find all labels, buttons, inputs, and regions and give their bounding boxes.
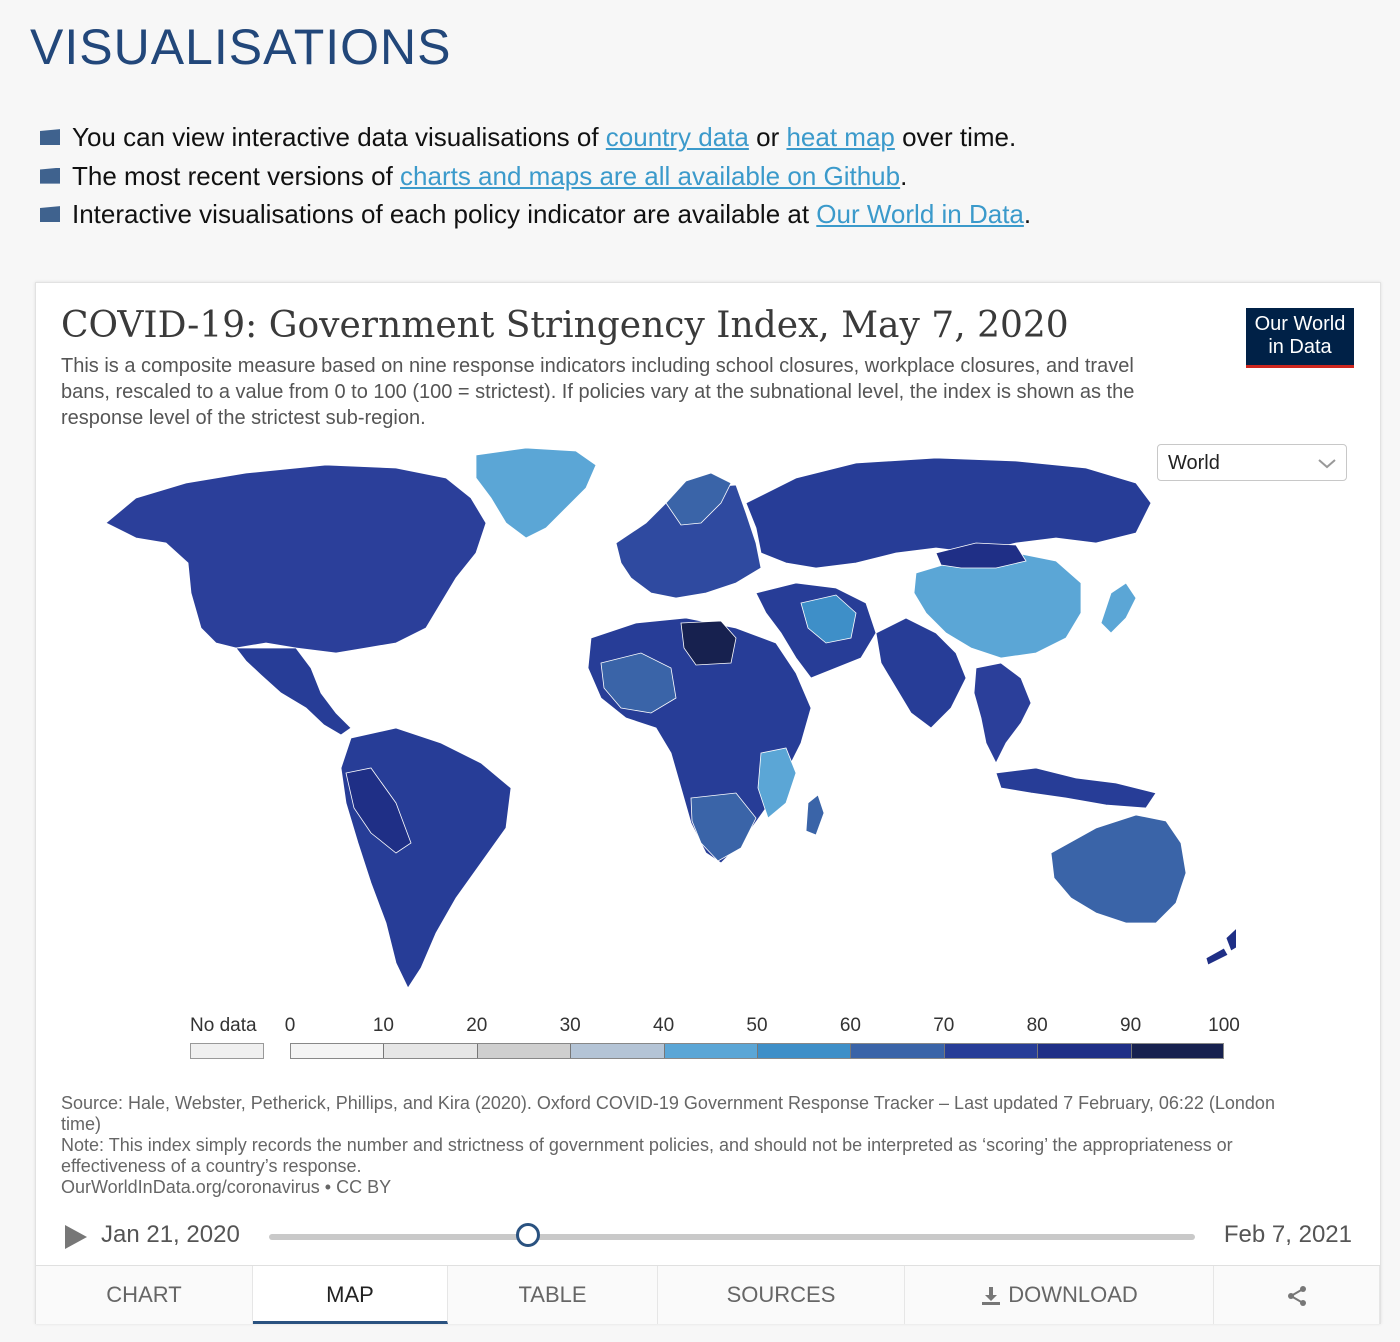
color-legend: No data 0 10 20 30 40 50 60 70 80 90 100 (190, 1013, 1240, 1063)
legend-tick-label: 40 (653, 1015, 675, 1036)
our-world-in-data-link[interactable]: Our World in Data (816, 199, 1024, 229)
bullet-icon (40, 129, 60, 146)
chart-footer: Source: Hale, Webster, Petherick, Philli… (61, 1093, 1301, 1198)
legend-tick-label: 90 (1120, 1015, 1142, 1036)
region-south-america[interactable] (340, 727, 512, 989)
region-russia[interactable] (745, 457, 1152, 569)
region-scandinavia[interactable] (665, 472, 732, 526)
region-select[interactable]: World (1157, 444, 1347, 481)
legend-no-data-swatch (190, 1043, 264, 1059)
intro-item: The most recent versions of charts and m… (40, 157, 1031, 196)
legend-swatch (943, 1043, 1038, 1059)
tab-share[interactable] (1214, 1266, 1380, 1324)
note-text: Note: This index simply records the numb… (61, 1135, 1233, 1176)
timeline: Jan 21, 2020 Feb 7, 2021 (36, 1213, 1380, 1258)
legend-tick-label: 100 (1208, 1015, 1240, 1036)
chevron-down-icon (1318, 459, 1336, 469)
legend-swatch (757, 1043, 851, 1059)
region-andes[interactable] (345, 767, 412, 854)
region-east-africa[interactable] (757, 747, 797, 819)
intro-item: Interactive visualisations of each polic… (40, 195, 1031, 234)
region-libya[interactable] (680, 620, 737, 666)
timeline-end-date: Feb 7, 2021 (1223, 1221, 1352, 1248)
github-link[interactable]: charts and maps are all available on Git… (400, 160, 901, 191)
intro-item: You can view interactive data visualisat… (40, 118, 1031, 157)
region-north-america[interactable] (105, 464, 487, 654)
legend-tick-label: 80 (1026, 1015, 1048, 1036)
bullet-icon (40, 206, 60, 223)
owid-logo[interactable]: Our World in Data (1246, 308, 1354, 368)
legend-swatch (1130, 1043, 1224, 1059)
page-heading: VISUALISATIONS (30, 19, 452, 75)
intro-text: or (748, 122, 787, 152)
timeline-start-date: Jan 21, 2020 (101, 1221, 240, 1248)
legend-swatch (383, 1043, 477, 1059)
legend-tick-label: 30 (559, 1015, 581, 1036)
country-data-link[interactable]: country data (605, 122, 749, 152)
download-icon (982, 1287, 1001, 1306)
tab-table[interactable]: TABLE (448, 1266, 658, 1324)
chart-card: COVID-19: Government Stringency Index, M… (35, 282, 1381, 1324)
chart-subtitle: This is a composite measure based on nin… (61, 355, 1135, 429)
source-text: Source: Hale, Webster, Petherick, Philli… (61, 1093, 1275, 1134)
share-icon (1287, 1286, 1306, 1307)
region-mongolia[interactable] (935, 542, 1027, 569)
legend-swatch (850, 1043, 944, 1059)
legend-swatch (1037, 1043, 1131, 1059)
region-south-asia[interactable] (875, 617, 967, 729)
intro-text: You can view interactive data visualisat… (72, 122, 606, 152)
legend-tick-label: 60 (839, 1015, 861, 1036)
legend-swatch (570, 1043, 664, 1059)
legend-no-data-label: No data (190, 1015, 257, 1036)
intro-text: over time. (894, 122, 1017, 152)
bullet-icon (40, 167, 60, 184)
region-southeast-asia[interactable] (973, 662, 1032, 764)
region-japan[interactable] (1100, 582, 1137, 634)
region-australia[interactable] (1050, 814, 1187, 924)
tab-chart[interactable]: CHART (36, 1266, 253, 1324)
play-icon[interactable] (63, 1223, 89, 1251)
tab-label: SOURCES (726, 1282, 836, 1307)
world-map[interactable] (96, 443, 1236, 1003)
region-china[interactable] (913, 552, 1082, 659)
intro-text: . (900, 160, 908, 191)
legend-swatch (476, 1043, 571, 1059)
intro-list: You can view interactive data visualisat… (40, 118, 1031, 234)
legend-tick-label: 50 (746, 1015, 768, 1036)
legend-frame (290, 1043, 1224, 1059)
region-new-zealand[interactable] (1205, 921, 1236, 966)
tab-bar: CHART MAP TABLE SOURCES DOWNLOAD (36, 1265, 1380, 1324)
tab-label: TABLE (518, 1282, 587, 1307)
tab-download[interactable]: DOWNLOAD (905, 1266, 1214, 1324)
region-select-value: World (1168, 452, 1220, 474)
region-southern-africa[interactable] (690, 792, 757, 862)
region-west-africa[interactable] (600, 652, 677, 714)
legend-tick-label: 70 (933, 1015, 955, 1036)
heat-map-link[interactable]: heat map (786, 122, 895, 152)
legend-tick-label: 0 (284, 1015, 296, 1036)
logo-line: Our World (1254, 313, 1346, 335)
tab-map[interactable]: MAP (253, 1266, 448, 1324)
region-iran[interactable] (800, 594, 857, 644)
tab-label: DOWNLOAD (1008, 1282, 1138, 1307)
credit-text: OurWorldInData.org/coronavirus • CC BY (61, 1177, 392, 1197)
legend-swatch (663, 1043, 757, 1059)
tab-label: MAP (326, 1282, 374, 1307)
tab-label: CHART (106, 1282, 182, 1307)
intro-text: Interactive visualisations of each polic… (72, 199, 817, 229)
intro-text: . (1023, 199, 1032, 229)
timeline-track[interactable] (269, 1234, 1195, 1240)
region-central-america[interactable] (235, 647, 352, 736)
region-greenland[interactable] (475, 447, 597, 539)
logo-line: in Data (1268, 336, 1332, 358)
legend-tick-label: 10 (372, 1015, 394, 1036)
intro-text: The most recent versions of (72, 160, 401, 191)
chart-title: COVID-19: Government Stringency Index, M… (61, 305, 1069, 346)
legend-tick-label: 20 (466, 1015, 488, 1036)
tab-sources[interactable]: SOURCES (658, 1266, 905, 1324)
timeline-handle[interactable] (516, 1223, 541, 1247)
region-madagascar[interactable] (805, 794, 825, 836)
region-indonesia[interactable] (995, 767, 1157, 809)
